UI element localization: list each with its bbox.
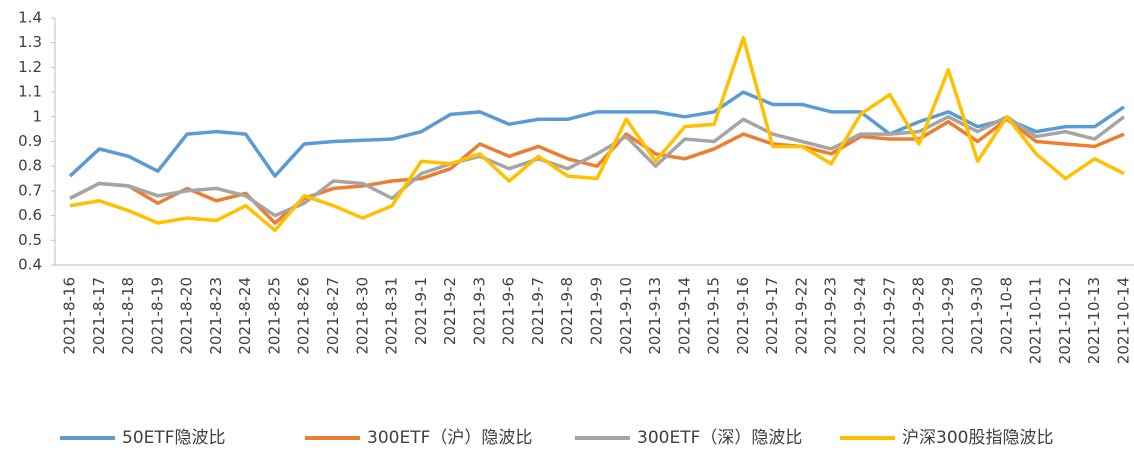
x-tick-label: 2021-8-26 bbox=[295, 277, 313, 355]
x-tick-label: 2021-9-30 bbox=[968, 277, 986, 355]
y-tick-label: 1 bbox=[32, 107, 42, 125]
x-tick-label: 2021-8-18 bbox=[119, 277, 137, 355]
y-tick-label: 0.8 bbox=[18, 157, 42, 175]
x-tick-label: 2021-8-30 bbox=[353, 277, 371, 355]
y-tick-label: 0.6 bbox=[18, 206, 42, 224]
series-line bbox=[68, 90, 1125, 178]
x-tick-label: 2021-9-10 bbox=[617, 277, 635, 355]
x-tick-label: 2021-9-8 bbox=[558, 277, 576, 345]
x-tick-label: 2021-10-8 bbox=[997, 277, 1015, 355]
y-tick-label: 0.7 bbox=[18, 181, 42, 199]
y-tick-label: 1.1 bbox=[18, 83, 42, 101]
x-tick-label: 2021-9-7 bbox=[529, 277, 547, 345]
x-tick-label: 2021-9-13 bbox=[646, 277, 664, 355]
series-line bbox=[69, 115, 1126, 218]
x-tick-label: 2021-8-17 bbox=[90, 277, 108, 355]
x-tick-label: 2021-9-9 bbox=[588, 277, 606, 345]
x-tick-label: 2021-10-11 bbox=[1027, 277, 1045, 364]
x-tick-label: 2021-9-2 bbox=[441, 277, 459, 345]
legend-label: 300ETF（沪）隐波比 bbox=[367, 428, 532, 448]
y-tick-label: 1.2 bbox=[18, 58, 42, 76]
x-tick-label: 2021-9-23 bbox=[822, 277, 840, 355]
series-line bbox=[69, 36, 1125, 233]
x-tick-label: 2021-8-23 bbox=[207, 277, 225, 355]
x-tick-label: 2021-9-17 bbox=[763, 277, 781, 355]
series-line bbox=[69, 117, 1125, 225]
x-tick-label: 2021-9-3 bbox=[470, 277, 488, 345]
x-tick-label: 2021-8-27 bbox=[324, 277, 342, 355]
x-tick-label: 2021-9-14 bbox=[675, 277, 693, 355]
legend-label: 50ETF隐波比 bbox=[122, 428, 226, 448]
x-tick-label: 2021-9-24 bbox=[851, 277, 869, 355]
x-tick-label: 2021-10-12 bbox=[1056, 277, 1074, 364]
x-tick-label: 2021-8-31 bbox=[383, 277, 401, 355]
x-tick-label: 2021-9-15 bbox=[705, 277, 723, 355]
x-tick-label: 2021-10-14 bbox=[1115, 277, 1133, 364]
x-tick-label: 2021-9-16 bbox=[734, 277, 752, 355]
x-tick-label: 2021-9-28 bbox=[910, 277, 928, 355]
y-tick-label: 0.5 bbox=[18, 231, 42, 249]
x-tick-label: 2021-9-27 bbox=[880, 277, 898, 355]
x-tick-label: 2021-9-29 bbox=[939, 277, 957, 355]
x-tick-label: 2021-8-19 bbox=[148, 277, 166, 355]
y-tick-label: 0.9 bbox=[18, 132, 42, 150]
y-tick-label: 1.3 bbox=[18, 33, 42, 51]
y-tick-label: 1.4 bbox=[18, 9, 42, 27]
legend-label: 300ETF（深）隐波比 bbox=[637, 428, 802, 448]
x-tick-label: 2021-9-1 bbox=[412, 277, 430, 345]
legend-label: 沪深300股指隐波比 bbox=[902, 428, 1053, 448]
x-tick-label: 2021-8-16 bbox=[61, 277, 79, 355]
x-tick-label: 2021-8-24 bbox=[236, 277, 254, 355]
x-tick-label: 2021-8-20 bbox=[178, 277, 196, 355]
x-tick-label: 2021-9-6 bbox=[500, 277, 518, 345]
y-tick-label: 0.4 bbox=[18, 256, 42, 274]
x-tick-label: 2021-8-25 bbox=[265, 277, 283, 355]
x-tick-label: 2021-9-22 bbox=[792, 277, 810, 355]
x-tick-label: 2021-10-13 bbox=[1085, 277, 1103, 364]
